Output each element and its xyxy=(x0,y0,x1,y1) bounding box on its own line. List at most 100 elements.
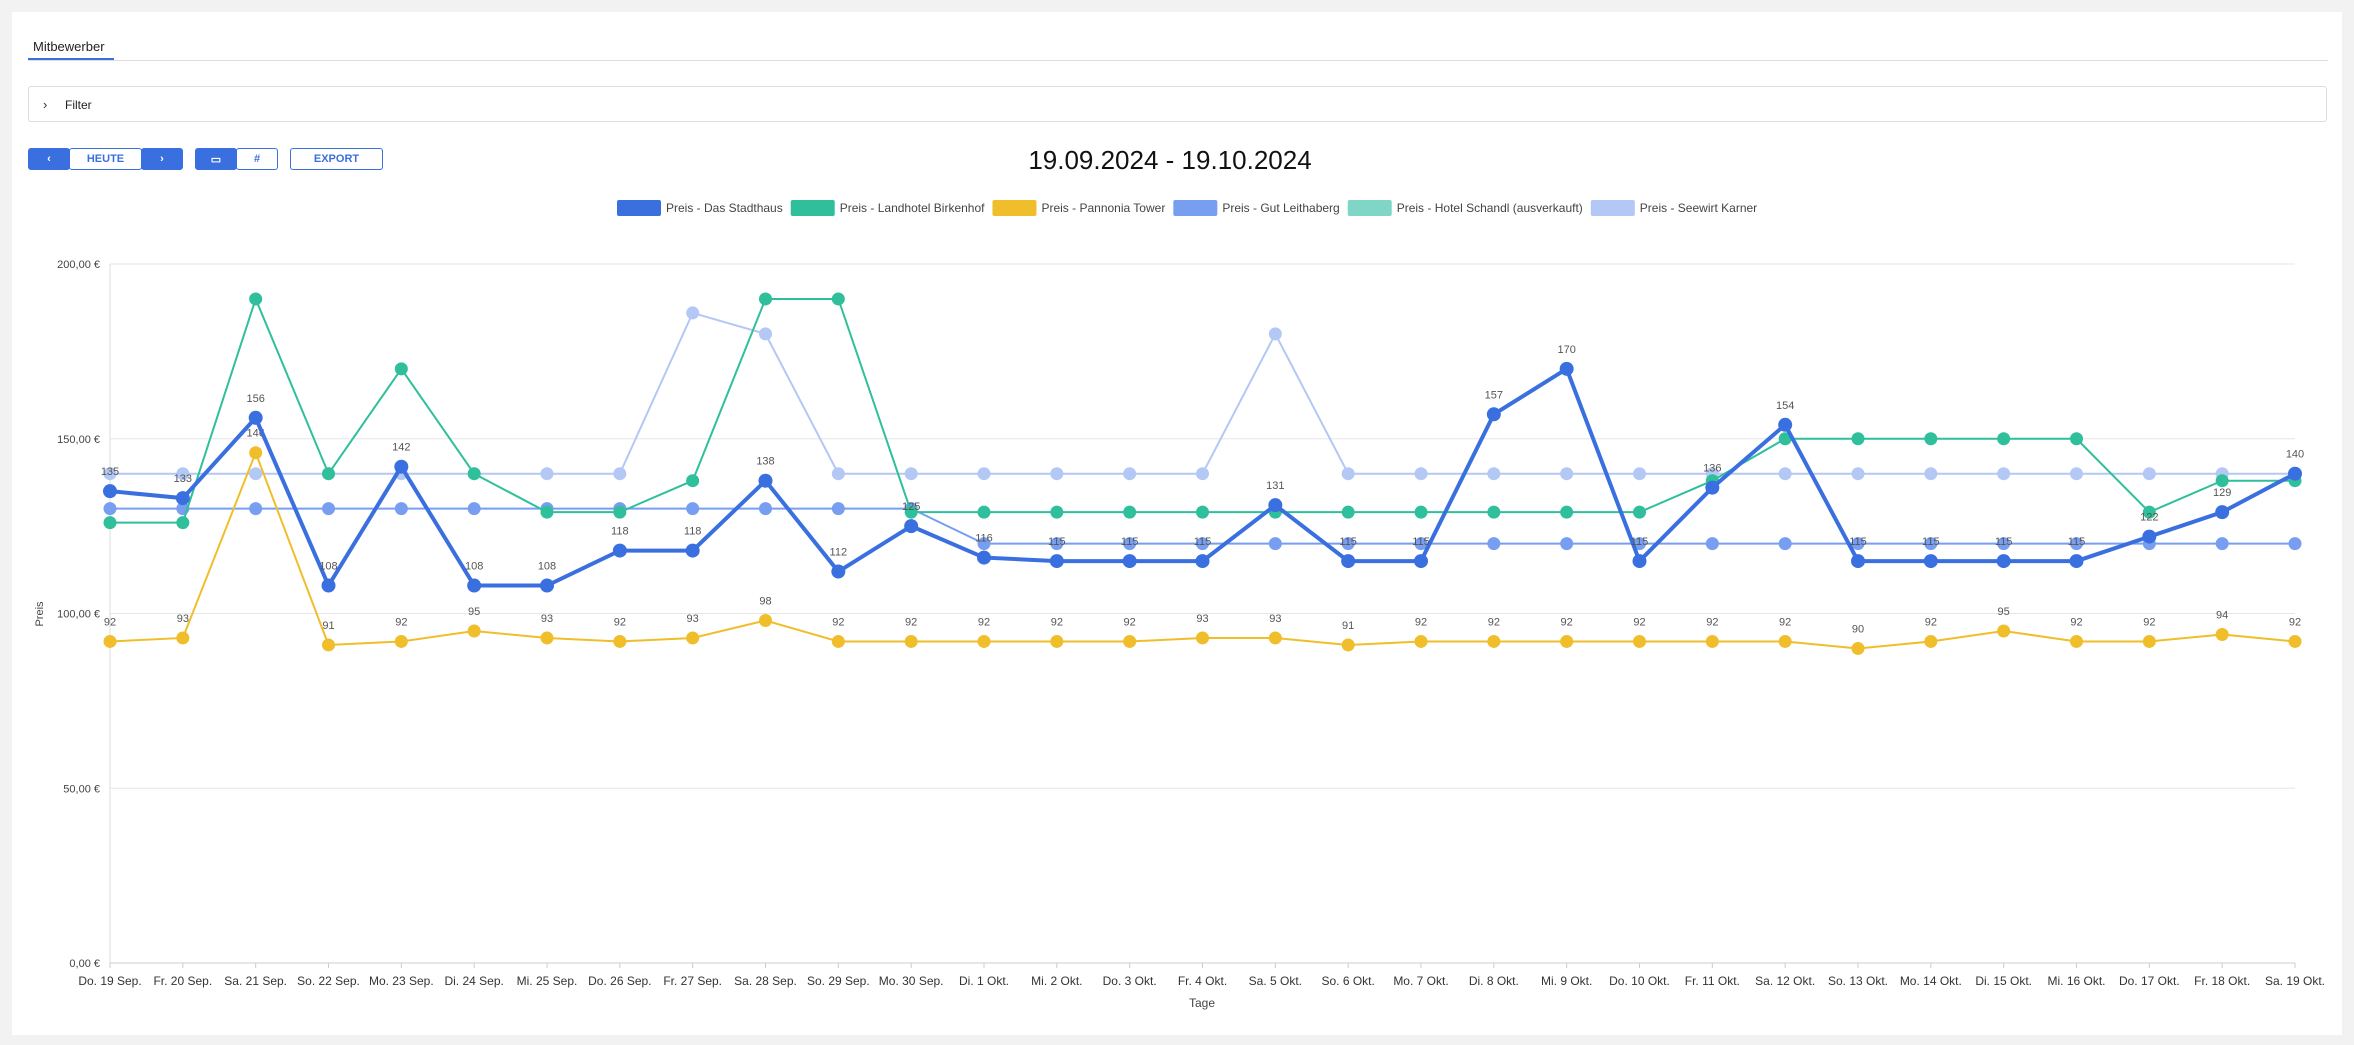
data-label: 116 xyxy=(975,533,993,545)
data-label: 95 xyxy=(1998,606,2010,618)
data-point xyxy=(322,502,335,516)
data-point xyxy=(467,502,481,516)
x-tick-label: Mo. 7 Okt. xyxy=(1393,974,1448,988)
x-tick-label: Do. 3 Okt. xyxy=(1103,974,1157,988)
data-point xyxy=(686,306,700,320)
data-point xyxy=(2288,634,2302,648)
data-point xyxy=(1705,634,1719,648)
x-tick-label: Fr. 27 Sep. xyxy=(663,974,722,988)
data-point xyxy=(1123,634,1137,648)
data-label: 156 xyxy=(246,393,264,405)
y-tick-label: 200,00 € xyxy=(57,259,100,271)
data-label: 92 xyxy=(1706,616,1718,628)
data-label: 115 xyxy=(2068,536,2086,548)
x-tick-label: Di. 15 Okt. xyxy=(1975,974,2032,988)
data-point xyxy=(1633,505,1646,519)
data-point xyxy=(2215,627,2229,641)
legend-swatch xyxy=(617,200,661,216)
data-point xyxy=(1049,554,1064,569)
data-point xyxy=(103,516,117,530)
data-point xyxy=(249,292,263,306)
data-point xyxy=(759,327,772,341)
export-button[interactable]: EXPORT xyxy=(290,148,383,170)
chart-title: 19.09.2024 - 19.10.2024 xyxy=(1028,145,1311,175)
legend-label: Preis - Landhotel Birkenhof xyxy=(840,201,985,215)
data-label: 93 xyxy=(177,613,189,625)
data-point xyxy=(1924,432,1938,446)
x-tick-label: Mo. 14 Okt. xyxy=(1900,974,1962,988)
data-label: 93 xyxy=(541,613,553,625)
legend-swatch xyxy=(790,200,835,216)
data-point xyxy=(1196,505,1209,519)
tab-underline xyxy=(28,58,114,61)
data-point xyxy=(904,634,918,648)
data-point xyxy=(249,446,263,460)
data-point xyxy=(831,634,845,648)
data-label: 115 xyxy=(1922,536,1940,548)
data-point xyxy=(540,505,554,519)
data-point xyxy=(2070,467,2083,481)
data-point xyxy=(1050,537,1064,551)
data-point xyxy=(759,292,772,306)
data-point xyxy=(103,634,117,648)
x-tick-label: So. 22 Sep. xyxy=(297,974,360,988)
data-point xyxy=(1633,467,1646,481)
x-tick-label: Mo. 30 Sep. xyxy=(879,974,944,988)
data-point xyxy=(1050,634,1064,648)
data-point xyxy=(1705,537,1719,551)
data-label: 91 xyxy=(322,620,334,632)
data-label: 92 xyxy=(1051,616,1063,628)
x-tick-label: Di. 8 Okt. xyxy=(1469,974,1519,988)
data-point xyxy=(1997,624,2011,638)
data-point xyxy=(2142,505,2156,519)
table-view-button[interactable]: # xyxy=(236,148,278,170)
prev-button[interactable]: ‹ xyxy=(28,148,70,170)
filter-box[interactable]: › Filter xyxy=(28,86,2327,122)
series-line xyxy=(110,311,2295,475)
data-point xyxy=(322,467,335,481)
tab[interactable]: Mitbewerber xyxy=(33,39,105,54)
data-label: 125 xyxy=(902,501,920,513)
data-point xyxy=(1851,641,1865,655)
data-label: 92 xyxy=(905,616,917,628)
data-point xyxy=(1778,417,1793,432)
data-point xyxy=(904,519,919,534)
data-label: 98 xyxy=(759,595,771,607)
series-line xyxy=(110,296,2295,524)
data-label: 91 xyxy=(1342,620,1354,632)
data-point xyxy=(1268,631,1282,645)
data-point xyxy=(612,543,627,558)
legend-label: Preis - Pannonia Tower xyxy=(1041,201,1165,215)
data-label: 92 xyxy=(395,616,407,628)
data-point xyxy=(1633,634,1646,648)
data-point xyxy=(1851,432,1865,446)
data-label: 115 xyxy=(1631,536,1649,548)
data-label: 92 xyxy=(978,616,990,628)
data-point xyxy=(1195,554,1210,569)
data-point xyxy=(1851,467,1865,481)
data-point xyxy=(1778,537,1792,551)
data-point xyxy=(467,624,481,638)
x-tick-label: So. 13 Okt. xyxy=(1828,974,1888,988)
data-point xyxy=(394,459,409,474)
data-point xyxy=(1341,537,1355,551)
data-label: 115 xyxy=(1048,536,1066,548)
next-button[interactable]: › xyxy=(141,148,183,170)
data-point xyxy=(831,467,845,481)
data-point xyxy=(1778,467,1792,481)
data-point xyxy=(613,505,627,519)
data-point xyxy=(103,502,117,516)
data-point xyxy=(1268,498,1283,513)
x-tick-label: Do. 10 Okt. xyxy=(1609,974,1670,988)
filter-label: Filter xyxy=(65,98,92,112)
data-point xyxy=(1997,432,2011,446)
data-point xyxy=(1851,554,1865,569)
data-label: 115 xyxy=(1849,536,1867,548)
data-label: 92 xyxy=(1415,616,1427,628)
data-point xyxy=(176,516,190,530)
data-point xyxy=(1414,467,1428,481)
data-label: 122 xyxy=(2140,512,2158,524)
data-point xyxy=(103,484,117,499)
legend-label: Preis - Hotel Schandl (ausverkauft) xyxy=(1397,201,1583,215)
data-point xyxy=(1487,467,1501,481)
